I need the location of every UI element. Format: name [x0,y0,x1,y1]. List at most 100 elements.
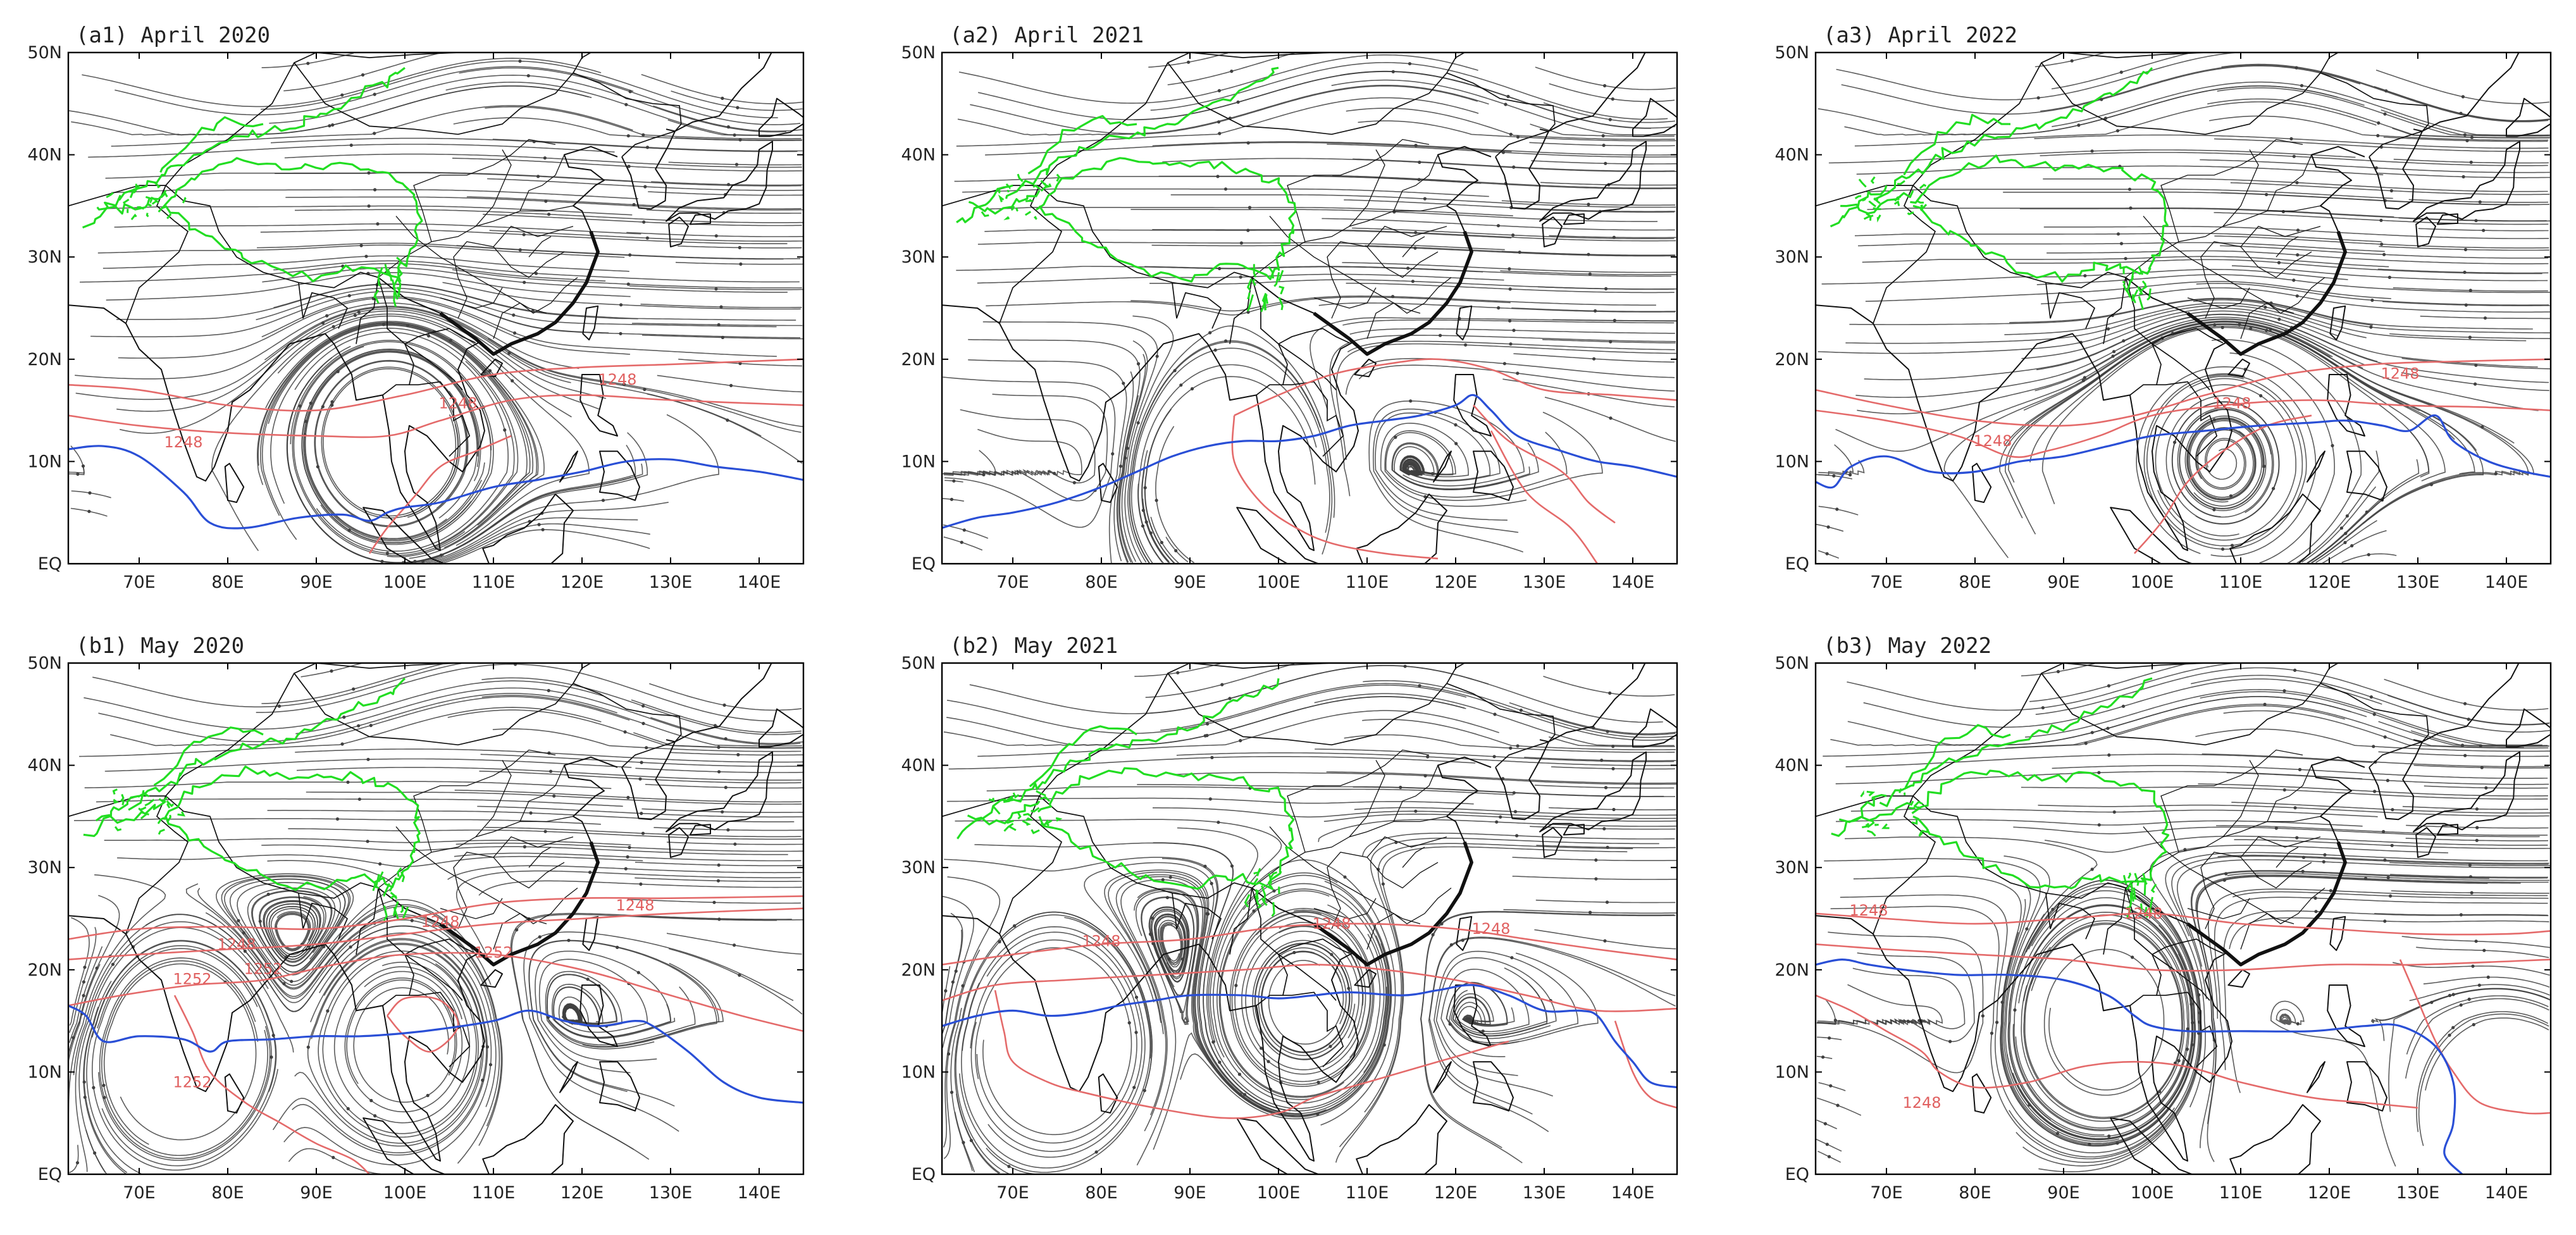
country-border [294,673,574,746]
plateau-contour [1918,831,1924,837]
streamline-arrow [2077,123,2081,127]
island-outline [668,216,689,247]
streamline-arrow [1512,328,1516,332]
plateau-contour [2126,880,2133,890]
y-tick-label: 40N [901,756,936,776]
contour-line [1614,1021,1677,1109]
coastline [68,915,485,1162]
x-tick-label: 90E [2047,1183,2079,1203]
province-border [440,287,503,309]
streamline-arrow [641,721,645,726]
streamline-arrow [1588,272,1592,276]
streamline-arrow [1094,1150,1098,1154]
streamline-arrow [485,1045,490,1049]
streamline-arrow [1228,697,1232,700]
streamline-arrow [2483,316,2487,320]
island-outline [224,1073,245,1114]
x-tick-label: 110E [2219,573,2263,592]
x-tick-label: 100E [383,573,427,592]
streamline-arrow [1260,1046,1263,1050]
streamline-arrow [1829,1084,1833,1088]
country-border [1189,53,1332,58]
streamline-arrow [352,687,356,691]
streamline-arrow [2383,858,2387,862]
streamline-arrow [2482,948,2486,952]
streamlines [1816,663,2551,1172]
island-outline [1453,984,1492,1047]
country-border [621,741,676,768]
streamline-arrow [721,810,724,814]
plateau-contour [392,277,399,294]
streamline-arrow [588,871,592,874]
streamline-arrow [1408,62,1412,66]
streamline-arrow [1513,810,1518,814]
x-tick-label: 110E [1346,1183,1389,1203]
plateau-contour [1907,211,1914,216]
streamline-arrow [2331,444,2334,448]
x-tick-label: 80E [211,573,244,592]
island-outline [2436,213,2458,225]
island-outline [559,450,578,483]
y-tick-label: 30N [901,858,936,878]
map-area [942,53,1677,564]
streamline [968,359,1127,564]
streamline-arrow [2459,1003,2463,1007]
streamline-arrow [1205,733,1209,738]
plot-frame [1814,51,2552,565]
plateau-contour [378,871,384,883]
plateau-contour [390,895,397,900]
streamline-arrow [2469,160,2473,164]
streamline-arrow [1826,525,1830,529]
streamline-arrow [726,828,730,832]
streamline-arrow [1134,1031,1138,1034]
streamline-arrow [1136,421,1140,425]
plateau-contour [1866,213,1872,221]
streamline-arrow [1508,267,1511,271]
streamline-arrow [2467,717,2470,721]
streamline-arrow [1594,858,1598,862]
streamline-arrow [640,760,643,764]
province-border [2222,149,2259,227]
x-tick-label: 140E [738,573,781,592]
streamline-arrow [1151,941,1155,945]
contour-line [68,394,803,438]
streamline-arrow [642,220,646,224]
plateau-contour [1256,867,1261,877]
plateau-contour [144,798,155,807]
streamline-arrow [636,971,640,974]
island-outline [1098,1073,1118,1114]
plateau-contour [135,183,137,189]
coastline [2422,663,2520,743]
streamline-arrow [410,919,414,922]
streamline-arrow [2083,376,2086,380]
plateau-contour [2138,295,2145,311]
streamline-arrow [426,1093,430,1098]
plateau-contour [1860,790,1864,798]
streamline-arrow [1161,878,1165,882]
streamline-arrow [1516,744,1520,748]
island-outline [482,1104,574,1174]
x-tick-label: 140E [2485,573,2529,592]
plateau-contour [1244,894,1251,908]
streamline-arrow [2389,894,2393,898]
streamline-arrow [1127,1021,1131,1025]
streamline-arrow [2448,1033,2451,1037]
plateau-contour [2145,907,2148,918]
coastline [942,304,1359,551]
streamline-arrow [2296,228,2300,232]
island-outline [362,507,445,564]
streamlines [942,53,1677,564]
island-outline [1539,751,1647,833]
plateau-contour [1911,769,2170,890]
plateau-contour [149,199,152,204]
plateau-contour [1862,823,1869,829]
plateau-contour [157,817,165,824]
streamline-arrow [2028,1103,2031,1107]
contour-label: 1252 [474,943,512,961]
plateau-contour [82,185,140,229]
plateau-contour [2133,887,2137,900]
plateau-contour [1006,190,1010,193]
plot-frame [67,51,805,565]
plateau-contour [1027,115,1137,175]
x-tick-label: 100E [2131,1183,2174,1203]
